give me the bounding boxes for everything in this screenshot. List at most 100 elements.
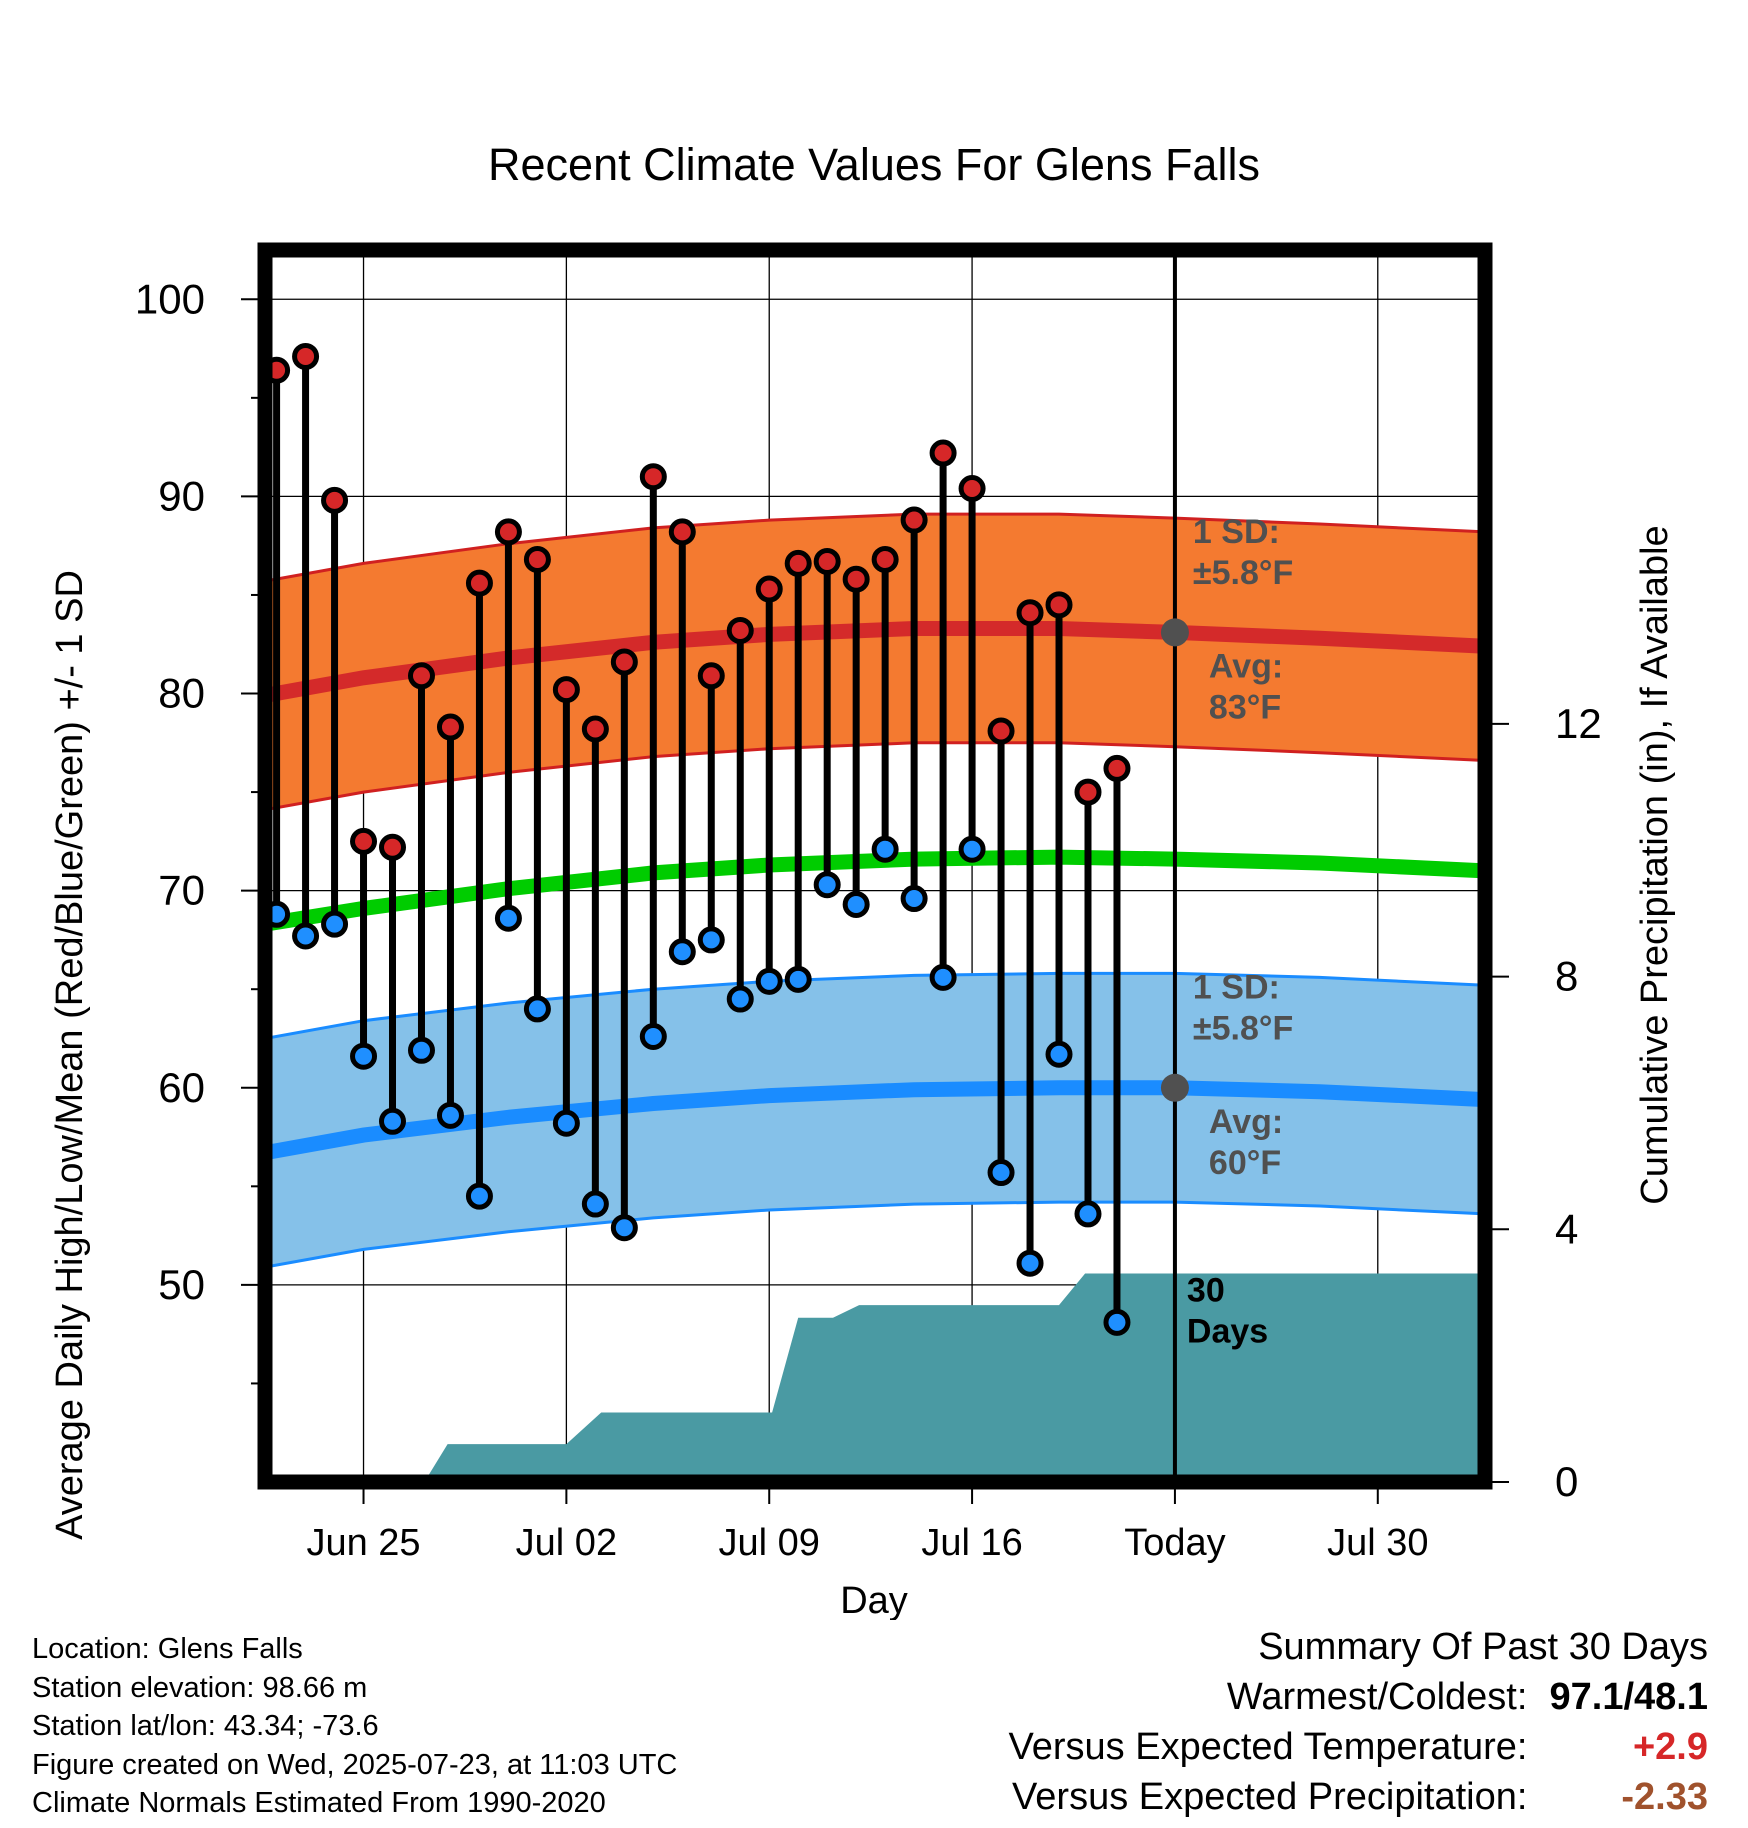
daily-high-point — [321, 486, 349, 514]
x-axis-label: Day — [840, 1580, 908, 1620]
high-sd-annotation-line: ±5.8°F — [1193, 554, 1293, 592]
daily-low-point — [871, 835, 899, 863]
latlon-text: Station lat/lon: 43.34; -73.6 — [32, 1710, 379, 1742]
y-tick-label-left: 60 — [158, 1064, 205, 1111]
x-tick-label: Jul 02 — [516, 1522, 617, 1564]
avg-high-line — [265, 621, 1485, 703]
avg-mean-line — [265, 849, 1485, 932]
daily-high-point — [1045, 591, 1073, 619]
low-avg-annotation-line: Avg: — [1209, 1103, 1283, 1141]
daily-high-point — [842, 565, 870, 593]
today-avg-low-marker — [1160, 1073, 1189, 1102]
daily-high-point — [523, 545, 551, 573]
summary-panel: Summary Of Past 30 Days Warmest/Coldest:… — [1009, 1622, 1708, 1822]
daily-high-point — [465, 569, 493, 597]
summary-heading: Summary Of Past 30 Days — [1258, 1626, 1708, 1668]
daily-high-point — [871, 545, 899, 573]
daily-low-point — [407, 1036, 435, 1064]
daily-low-point — [755, 967, 783, 995]
plot-area — [265, 250, 1485, 1482]
daily-low-point — [697, 926, 725, 954]
low-sd-annotation-line: ±5.8°F — [1193, 1009, 1293, 1047]
low-sd-annotation-line: 1 SD: — [1193, 968, 1280, 1006]
daily-low-point — [958, 835, 986, 863]
summary-warm-cold: Warmest/Coldest: 97.1/48.1 — [1009, 1672, 1708, 1722]
x-tick-label: Jul 09 — [719, 1522, 820, 1564]
daily-low-point — [610, 1214, 638, 1242]
y-tick-label-right: 12 — [1555, 700, 1602, 747]
daily-low-point — [292, 922, 320, 950]
daily-low-point — [321, 910, 349, 938]
daily-low-point — [350, 1042, 378, 1070]
low-avg-annotation-line: 60°F — [1209, 1144, 1281, 1182]
daily-low-point — [726, 985, 754, 1013]
daily-high-point — [987, 717, 1015, 745]
daily-high-point — [958, 475, 986, 503]
daily-high-point — [726, 616, 754, 644]
daily-low-point — [900, 885, 928, 913]
precip-departure-label: Versus Expected Precipitation: — [1012, 1776, 1528, 1818]
daily-high-point — [552, 676, 580, 704]
daily-low-point — [784, 965, 812, 993]
y-tick-label-left: 90 — [158, 472, 205, 519]
x-tick-label: Today — [1124, 1522, 1225, 1564]
x-tick-label: Jul 30 — [1327, 1522, 1428, 1564]
daily-high-point — [697, 662, 725, 690]
low-sd-band-lower-edge — [265, 1200, 1485, 1269]
daily-low-point — [929, 963, 957, 991]
low-sd-band — [265, 973, 1485, 1268]
precip-area — [265, 1273, 1485, 1482]
daily-high-point — [610, 648, 638, 676]
plot-frame — [257, 242, 1493, 1490]
y-axis-label-left: Average Daily High/Low/Mean (Red/Blue/Gr… — [49, 570, 91, 1540]
daily-high-point — [668, 518, 696, 546]
warm-cold-value: 97.1/48.1 — [1549, 1676, 1708, 1718]
x-tick-label: Jul 16 — [921, 1522, 1022, 1564]
daily-high-point — [1016, 599, 1044, 627]
location-text: Location: Glens Falls — [32, 1633, 303, 1665]
temp-departure-value: +2.9 — [1632, 1726, 1708, 1768]
precip-departure-value: -2.33 — [1621, 1776, 1708, 1818]
daily-high-point — [581, 715, 609, 743]
high-sd-annotation-line: 1 SD: — [1193, 513, 1280, 551]
station-info: Location: Glens Falls Station elevation:… — [32, 1630, 677, 1823]
daily-low-point — [842, 890, 870, 918]
low-sd-annotation: 1 SD: ±5.8°F — [1193, 968, 1293, 1047]
daily-high-point — [929, 439, 957, 467]
high-avg-annotation-line: 83°F — [1209, 688, 1281, 726]
precip-days-annotation-line: 30 — [1187, 1272, 1225, 1310]
daily-low-point — [379, 1107, 407, 1135]
today-avg-high-marker — [1160, 618, 1189, 647]
precip-days-annotation: 30 Days — [1187, 1272, 1268, 1351]
high-sd-band-upper-edge — [265, 512, 1485, 583]
low-sd-band-upper-edge — [265, 971, 1485, 1040]
daily-high-point — [784, 549, 812, 577]
daily-high-point — [350, 827, 378, 855]
y-tick-label-right: 0 — [1555, 1458, 1578, 1505]
daily-high-point — [900, 506, 928, 534]
summary-temp: Versus Expected Temperature: +2.9 — [1009, 1722, 1708, 1772]
daily-low-point — [523, 995, 551, 1023]
chart-title: Recent Climate Values For Glens Falls — [488, 139, 1260, 190]
avg-low-line — [265, 1080, 1485, 1161]
warm-cold-label: Warmest/Coldest: — [1226, 1676, 1528, 1718]
daily-high-point — [436, 713, 464, 741]
daily-low-point — [813, 871, 841, 899]
daily-low-point — [639, 1023, 667, 1051]
y-tick-label-right: 4 — [1555, 1205, 1578, 1252]
daily-high-point — [755, 575, 783, 603]
y-tick-label-right: 8 — [1555, 953, 1578, 1000]
elevation-text: Station elevation: 98.66 m — [32, 1671, 368, 1704]
summary-precip: Versus Expected Precipitation: -2.33 — [1009, 1772, 1708, 1822]
daily-high-point — [379, 833, 407, 861]
daily-low-point — [552, 1109, 580, 1137]
high-sd-band-lower-edge — [265, 741, 1485, 812]
high-avg-annotation: Avg: 83°F — [1209, 647, 1283, 726]
y-tick-label-left: 80 — [158, 670, 205, 717]
high-sd-annotation: 1 SD: ±5.8°F — [1193, 513, 1293, 592]
temp-departure-label: Versus Expected Temperature: — [1008, 1726, 1528, 1768]
daily-low-point — [436, 1101, 464, 1129]
daily-low-point — [668, 938, 696, 966]
daily-high-point — [494, 518, 522, 546]
normals-text: Climate Normals Estimated From 1990-2020 — [32, 1787, 606, 1819]
